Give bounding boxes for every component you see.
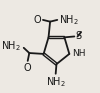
Text: O: O — [24, 63, 32, 73]
Text: O: O — [34, 15, 41, 25]
Text: NH$_2$: NH$_2$ — [46, 76, 66, 89]
Text: S: S — [76, 31, 82, 41]
Text: NH: NH — [72, 49, 86, 58]
Text: NH$_2$: NH$_2$ — [1, 39, 21, 53]
Text: NH$_2$: NH$_2$ — [59, 13, 79, 27]
